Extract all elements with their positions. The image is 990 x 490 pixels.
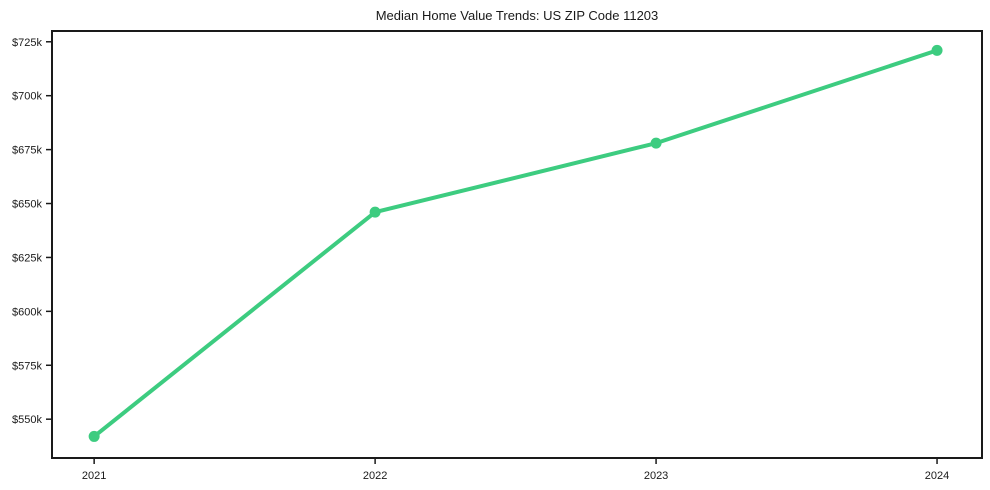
- data-point-marker: [369, 206, 381, 218]
- y-tick-label: $550k: [12, 414, 42, 426]
- x-tick-label: 2021: [82, 470, 106, 482]
- y-tick-label: $675k: [12, 145, 42, 157]
- x-tick-label: 2022: [363, 470, 387, 482]
- data-point-marker: [88, 430, 100, 442]
- trend-line: [92, 48, 940, 439]
- y-tick-label: $575k: [12, 360, 42, 372]
- data-point-marker: [650, 137, 662, 149]
- chart-title: Median Home Value Trends: US ZIP Code 11…: [375, 8, 659, 23]
- x-tick-label: 2024: [925, 470, 949, 482]
- y-tick-label: $650k: [12, 199, 42, 211]
- y-tick-label: $700k: [12, 91, 42, 103]
- data-point-marker: [931, 44, 943, 56]
- y-tick-label: $600k: [12, 306, 42, 318]
- y-tick-label: $625k: [12, 252, 42, 264]
- plot-frame: [51, 30, 983, 459]
- y-tick-label: $725k: [12, 37, 42, 49]
- x-tick-label: 2023: [644, 470, 668, 482]
